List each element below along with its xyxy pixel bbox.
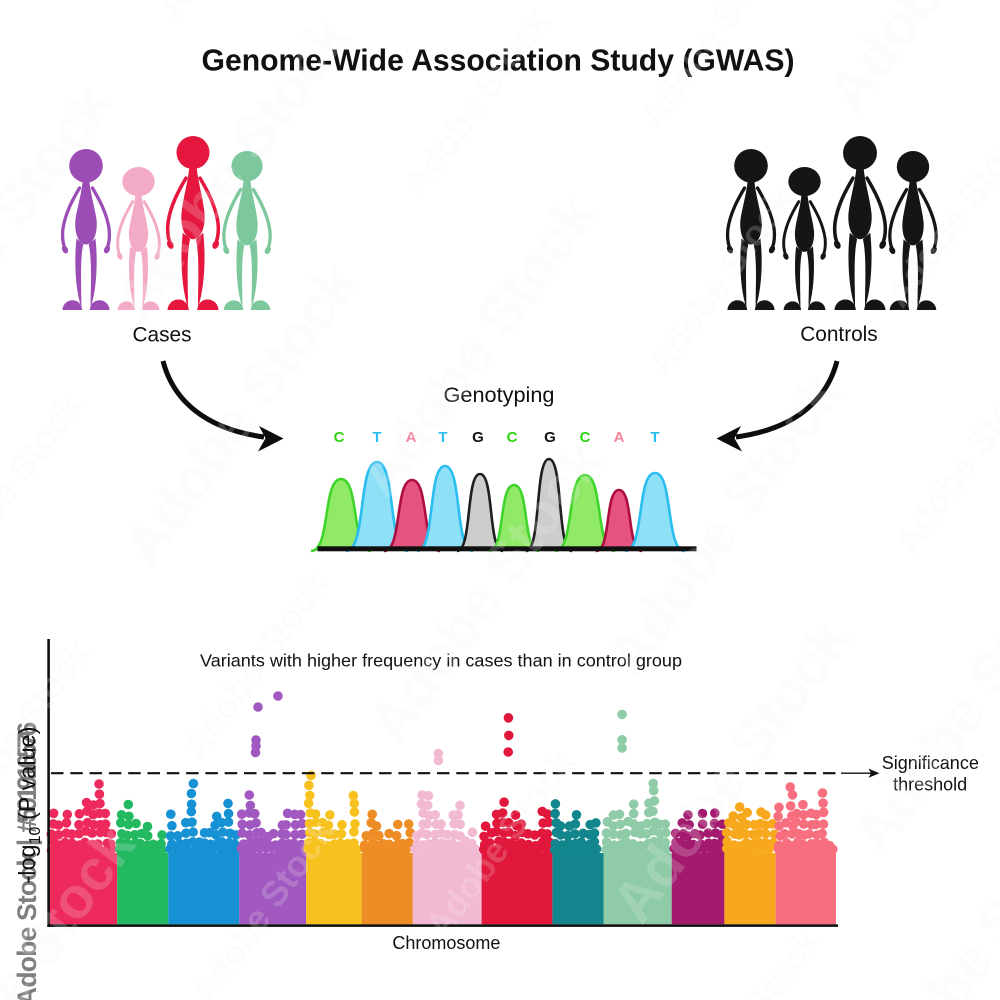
svg-text:Significance: Significance	[882, 753, 979, 773]
svg-text:Adobe Stock | #501916576: Adobe Stock | #501916576	[12, 722, 42, 1000]
svg-text:G: G	[472, 429, 484, 446]
svg-text:Controls: Controls	[800, 323, 877, 346]
svg-text:C: C	[580, 429, 591, 446]
svg-text:T: T	[372, 429, 381, 446]
svg-text:T: T	[438, 429, 447, 446]
svg-text:Genotyping: Genotyping	[444, 382, 555, 407]
svg-text:Genome-Wide Association Study: Genome-Wide Association Study (GWAS)	[202, 43, 795, 78]
svg-text:Chromosome: Chromosome	[392, 933, 500, 953]
svg-text:T: T	[650, 429, 659, 446]
svg-text:G: G	[544, 429, 556, 446]
svg-text:A: A	[614, 429, 625, 446]
svg-text:A: A	[406, 429, 417, 446]
svg-text:Variants with higher frequency: Variants with higher frequency in cases …	[200, 651, 682, 671]
svg-text:C: C	[507, 429, 518, 446]
svg-text:threshold: threshold	[893, 775, 967, 795]
svg-text:-log10 (P value): -log10 (P value)	[14, 726, 44, 883]
svg-text:Cases: Cases	[133, 324, 192, 347]
svg-text:C: C	[334, 429, 345, 446]
